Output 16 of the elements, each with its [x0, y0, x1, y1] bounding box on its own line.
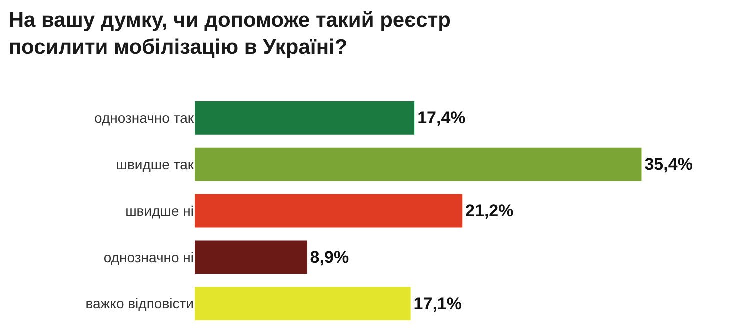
bar	[195, 194, 463, 228]
y-tick-label: важко відповісти	[86, 296, 194, 312]
chart-title: На вашу думку, чи допоможе такий реєстр посилити мобілізацію в Україні?	[8, 8, 451, 60]
data-label: 17,1%	[414, 294, 462, 314]
bar	[195, 287, 411, 320]
data-label: 17,4%	[418, 108, 466, 128]
bar	[195, 240, 308, 274]
bar	[195, 102, 415, 135]
data-label: 8,9%	[310, 248, 350, 267]
y-tick-label: однозначно ні	[104, 249, 194, 266]
y-tick-label: однозначно так	[94, 110, 195, 126]
data-label: 35,4%	[644, 155, 693, 174]
y-tick-label: швидше ні	[126, 202, 194, 219]
bar	[195, 148, 642, 182]
y-tick-label: швидше так	[116, 156, 195, 172]
data-label: 21,2%	[466, 202, 514, 220]
